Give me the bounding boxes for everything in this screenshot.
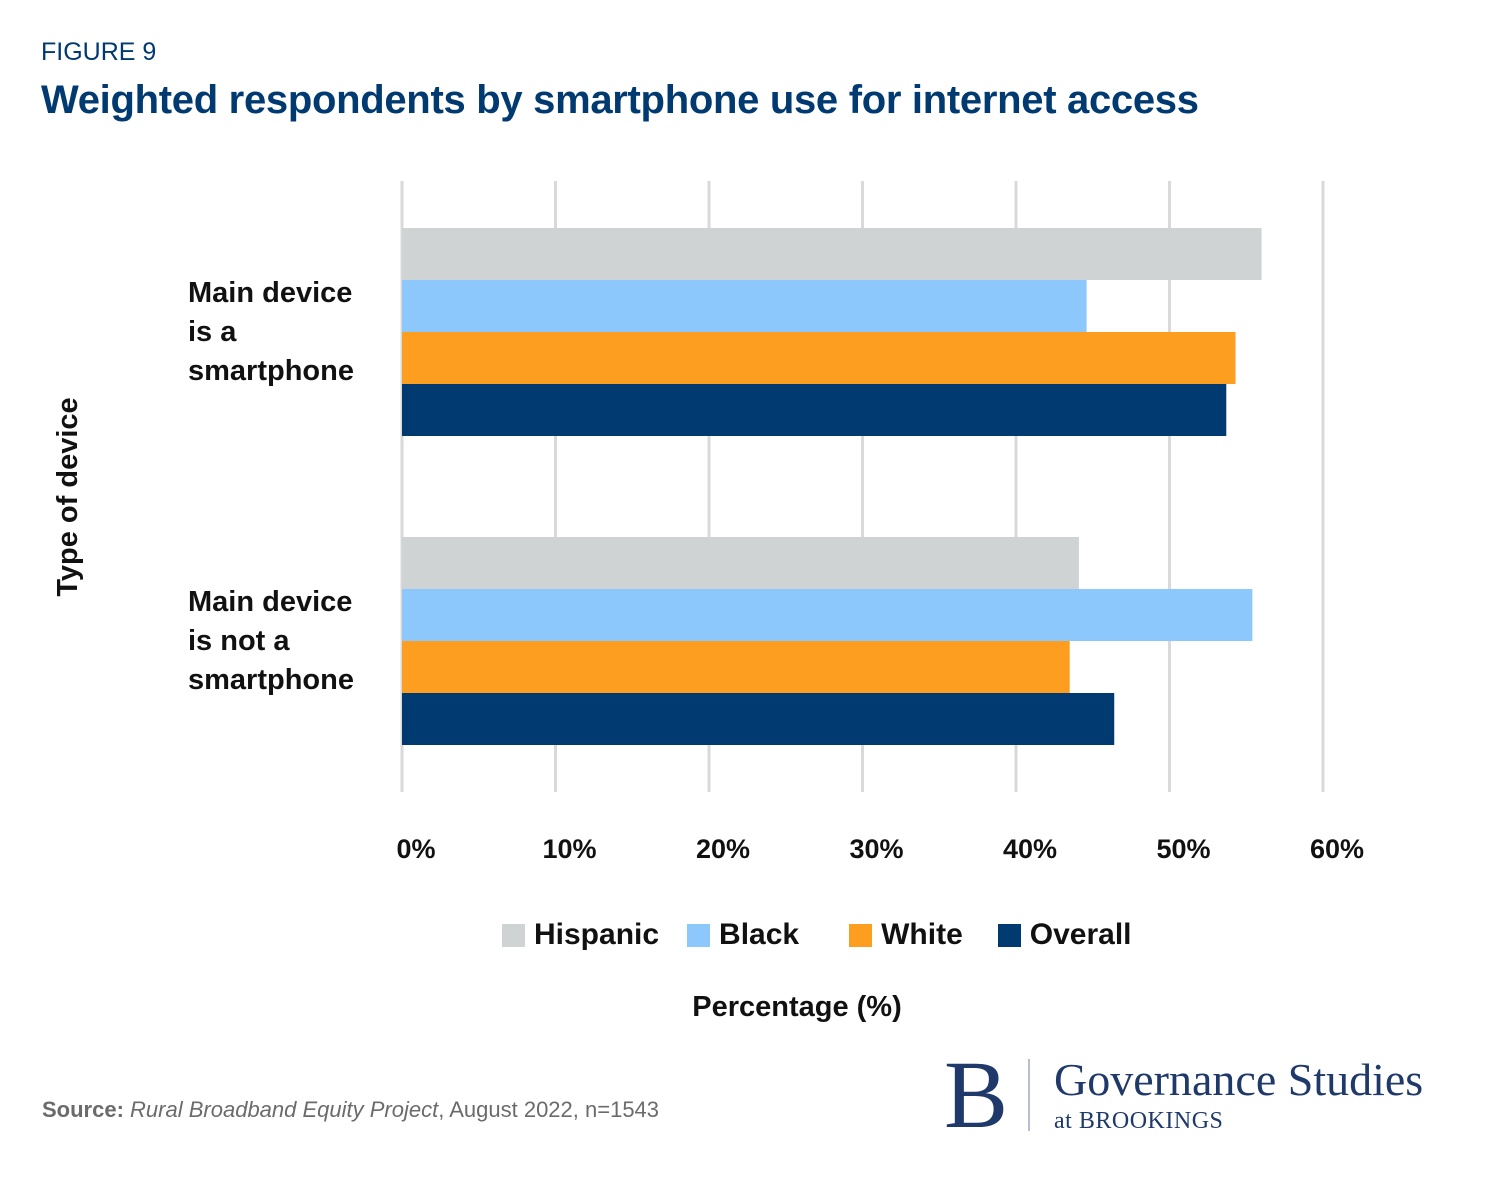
legend-swatch bbox=[687, 923, 711, 947]
source-details: , August 2022, n=1543 bbox=[438, 1097, 660, 1122]
bar-hispanic bbox=[402, 537, 1079, 589]
source-note: Source: Rural Broadband Equity Project, … bbox=[42, 1097, 659, 1123]
logo-sub-text: at BROOKINGS bbox=[1054, 1107, 1224, 1134]
logo-divider bbox=[1028, 1059, 1031, 1131]
x-tick-label: 20% bbox=[696, 834, 750, 864]
legend-label: Overall bbox=[1029, 918, 1132, 951]
category-label: Main device is not a smartphone bbox=[188, 586, 354, 696]
logo-main-text: Governance Studies bbox=[1054, 1053, 1424, 1105]
x-tick-label: 30% bbox=[849, 834, 903, 864]
brookings-logo: B Governance Studies at BROOKINGS bbox=[944, 1041, 1424, 1148]
legend-item-white: White bbox=[849, 918, 963, 952]
legend-label: White bbox=[881, 918, 963, 951]
legend-item-overall: Overall bbox=[997, 918, 1132, 952]
bar-overall bbox=[402, 384, 1227, 436]
legend-swatch bbox=[502, 923, 525, 947]
chart-title: Weighted respondents by smartphone use f… bbox=[41, 78, 1199, 122]
source-title: Rural Broadband Equity Project bbox=[130, 1097, 439, 1122]
category-labels: Main device is a smartphone Main device is n… bbox=[188, 277, 354, 696]
x-tick-label: 40% bbox=[1003, 834, 1057, 864]
x-tick-label: 60% bbox=[1310, 834, 1364, 864]
x-axis-title: Percentage (%) bbox=[692, 991, 902, 1023]
legend: Hispanic Black White Overall bbox=[502, 918, 1132, 952]
bar-white bbox=[402, 641, 1070, 693]
bar-overall bbox=[402, 693, 1115, 745]
legend-swatch bbox=[997, 923, 1021, 947]
legend-swatch bbox=[849, 923, 873, 947]
category-label: Main device is a smartphone bbox=[188, 277, 354, 387]
y-axis-title: Type of device bbox=[52, 397, 84, 596]
logo-letter: B bbox=[944, 1041, 1009, 1148]
bar-hispanic bbox=[402, 228, 1262, 280]
bars bbox=[402, 228, 1262, 745]
legend-item-black: Black bbox=[687, 918, 799, 952]
bar-black bbox=[402, 280, 1087, 332]
legend-label: Hispanic bbox=[534, 918, 660, 951]
legend-item-hispanic: Hispanic bbox=[502, 918, 659, 952]
legend-label: Black bbox=[719, 918, 800, 951]
source-label: Source: bbox=[42, 1097, 124, 1122]
figure-label: FIGURE 9 bbox=[41, 38, 157, 66]
x-tick-label: 10% bbox=[542, 834, 596, 864]
x-tick-labels: 0% 10% 20% 30% 40% 50% 60% bbox=[396, 834, 1364, 864]
x-tick-label: 0% bbox=[396, 834, 435, 864]
bar-black bbox=[402, 589, 1253, 641]
bar-white bbox=[402, 332, 1236, 384]
x-tick-label: 50% bbox=[1156, 834, 1210, 864]
